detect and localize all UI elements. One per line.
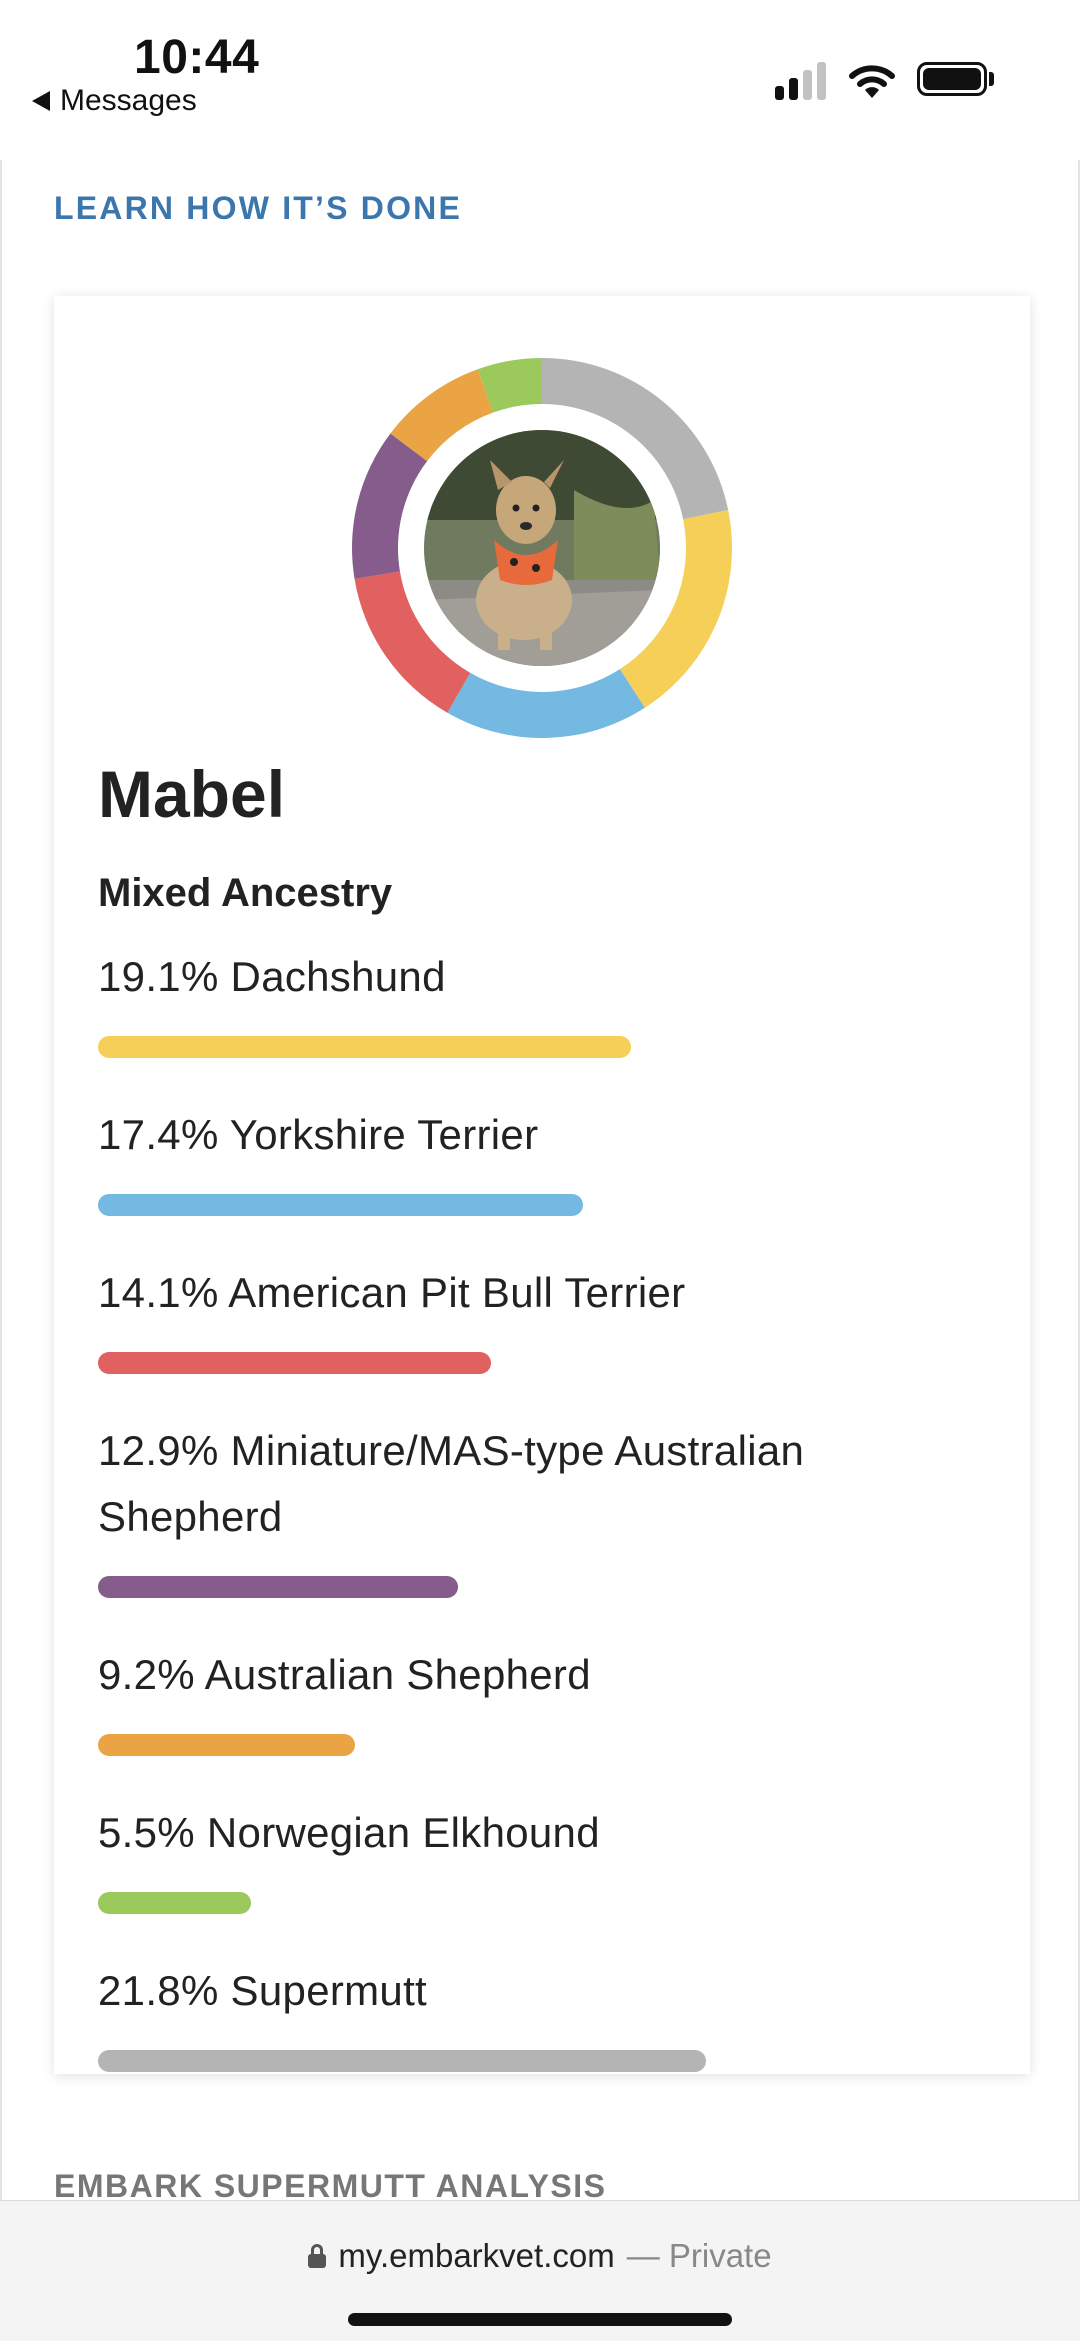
- breed-label: 17.4% Yorkshire Terrier: [98, 1111, 539, 1158]
- breed-label: 5.5% Norwegian Elkhound: [98, 1809, 600, 1856]
- web-content[interactable]: LEARN HOW IT’S DONE: [0, 160, 1080, 2200]
- breed-bar-track: [98, 2050, 978, 2072]
- donut-segment: [542, 358, 729, 520]
- breed-label: 21.8% Supermutt: [98, 1967, 428, 2014]
- breed-bar: [98, 1576, 458, 1598]
- breed-label: 14.1% American Pit Bull Terrier: [98, 1269, 686, 1316]
- breed-item: 12.9% Miniature/MAS-type Australian Shep…: [98, 1410, 978, 1598]
- breed-bar-track: [98, 1576, 978, 1598]
- breed-item: 5.5% Norwegian Elkhound: [98, 1792, 978, 1914]
- dog-name: Mabel: [98, 757, 286, 831]
- wifi-icon: [849, 65, 895, 98]
- breed-bar: [98, 1036, 631, 1058]
- url-display[interactable]: my.embarkvet.com — Private: [0, 2237, 1080, 2275]
- breed-item: 14.1% American Pit Bull Terrier: [98, 1252, 978, 1374]
- status-time: 10:44: [134, 31, 260, 84]
- breed-bar: [98, 1194, 584, 1216]
- breed-bar-track: [98, 1194, 978, 1216]
- home-indicator[interactable]: [348, 2313, 732, 2326]
- breed-bar-track: [98, 1892, 978, 1914]
- back-to-messages-button[interactable]: Messages: [32, 84, 197, 118]
- breed-item: 17.4% Yorkshire Terrier: [98, 1094, 978, 1216]
- breed-bar: [98, 2050, 706, 2072]
- breed-bar: [98, 1352, 492, 1374]
- breed-bar-track: [98, 1734, 978, 1756]
- donut-segment: [619, 510, 732, 708]
- breed-item: 9.2% Australian Shepherd: [98, 1634, 978, 1756]
- battery-icon: [917, 62, 987, 96]
- back-arrow-icon: [32, 91, 50, 111]
- breed-label: 12.9% Miniature/MAS-type Australian Shep…: [98, 1427, 805, 1540]
- breed-label: 9.2% Australian Shepherd: [98, 1651, 591, 1698]
- status-bar: 10:44 Messages: [0, 0, 1080, 160]
- ancestry-title: Mixed Ancestry: [98, 871, 393, 915]
- breed-bar: [98, 1892, 252, 1914]
- breed-bar-track: [98, 1352, 978, 1374]
- cellular-signal-icon: [775, 60, 826, 100]
- breed-item: 19.1% Dachshund: [98, 936, 978, 1058]
- donut-segment: [477, 358, 542, 413]
- donut-segment: [447, 669, 645, 738]
- donut-segment: [352, 433, 428, 579]
- url-domain: my.embarkvet.com: [338, 2237, 615, 2274]
- donut-segment: [390, 369, 494, 462]
- ancestry-card: Mabel Mixed Ancestry 19.1% Dachshund 17.…: [54, 296, 1030, 2074]
- battery-tip: [989, 72, 994, 86]
- donut-segment: [354, 571, 471, 713]
- learn-how-link[interactable]: LEARN HOW IT’S DONE: [54, 190, 463, 226]
- breed-item: 21.8% Supermutt: [98, 1950, 978, 2072]
- back-label: Messages: [60, 84, 197, 117]
- ancestry-donut-chart: [352, 358, 732, 738]
- browser-address-bar[interactable]: my.embarkvet.com — Private: [0, 2200, 1080, 2341]
- breed-bar-track: [98, 1036, 978, 1058]
- breed-label: 19.1% Dachshund: [98, 953, 446, 1000]
- breed-list: 19.1% Dachshund 17.4% Yorkshire Terrier …: [98, 936, 978, 2108]
- url-private-label: — Private: [626, 2237, 772, 2274]
- breed-bar: [98, 1734, 355, 1756]
- lock-icon: [308, 2244, 327, 2268]
- supermutt-analysis-heading: EMBARK SUPERMUTT ANALYSIS: [54, 2168, 607, 2200]
- dog-photo: [424, 430, 660, 666]
